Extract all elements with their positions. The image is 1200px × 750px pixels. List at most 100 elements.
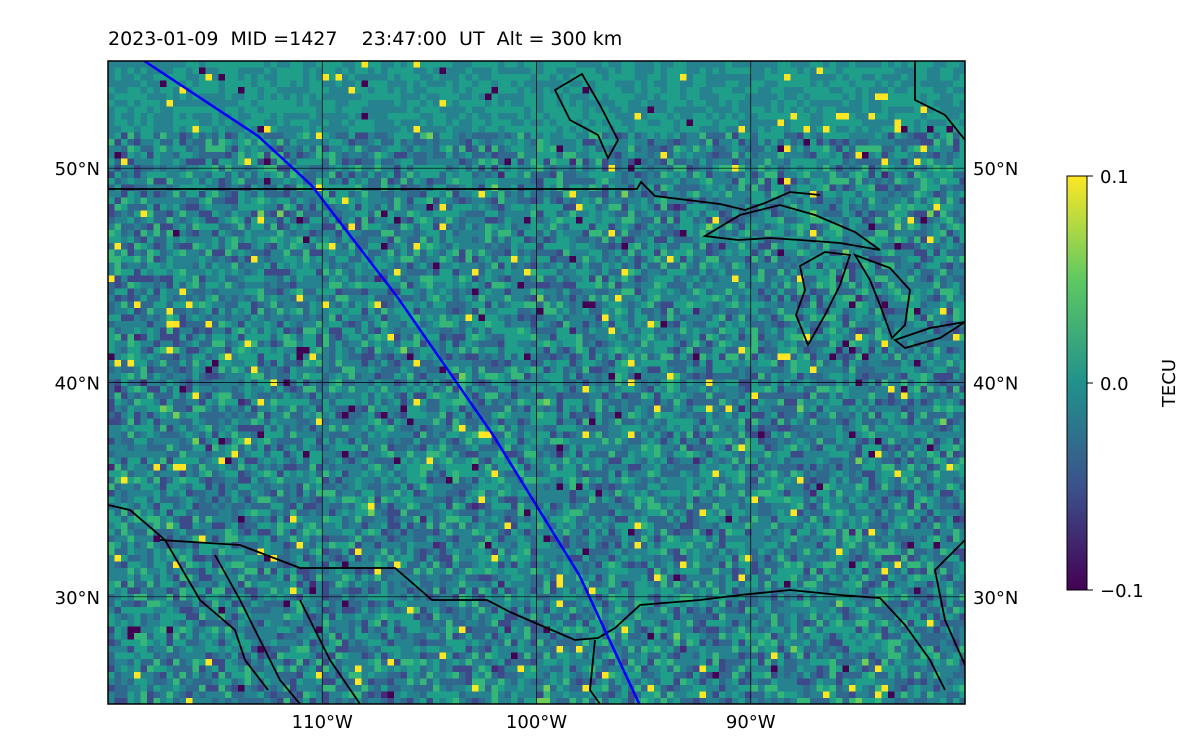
tec-cell <box>849 191 857 199</box>
tec-cell <box>797 223 805 231</box>
tec-cell <box>290 269 298 277</box>
tec-cell <box>257 210 265 218</box>
tec-cell <box>296 210 304 218</box>
tec-cell <box>589 93 597 101</box>
tec-cell <box>361 256 369 264</box>
tec-cell <box>238 223 246 231</box>
tec-cell <box>868 126 876 134</box>
tec-cell <box>615 282 623 290</box>
tec-cell <box>680 171 688 179</box>
plot-title: 2023-01-09 MID =1427 23:47:00 UT Alt = 3… <box>108 28 622 50</box>
tec-cell <box>511 197 519 205</box>
tec-cell <box>517 145 525 153</box>
tec-cell <box>719 126 727 134</box>
tec-cell <box>719 132 727 140</box>
tec-cell <box>725 87 733 95</box>
tec-cell <box>823 223 831 231</box>
tec-cell <box>589 295 597 303</box>
tec-cell <box>595 275 603 283</box>
tec-cell <box>615 158 623 166</box>
tec-cell <box>186 126 194 134</box>
tec-cell <box>602 236 610 244</box>
tec-cell <box>153 275 161 283</box>
tec-cell <box>205 217 213 225</box>
tec-cell <box>953 275 961 283</box>
tec-cell <box>459 165 467 173</box>
tec-cell <box>329 106 337 114</box>
tec-cell <box>420 67 428 75</box>
tec-cell <box>855 93 863 101</box>
tec-cell <box>121 243 129 251</box>
tec-cell <box>907 178 915 186</box>
tec-cell <box>868 178 876 186</box>
tec-cell <box>504 139 512 147</box>
tec-cell <box>777 87 785 95</box>
tec-cell <box>589 249 597 257</box>
tec-cell <box>231 262 239 270</box>
tec-cell <box>959 249 965 257</box>
tec-cell <box>777 74 785 82</box>
tec-cell <box>771 178 779 186</box>
tec-cell <box>290 67 298 75</box>
tec-cell <box>647 126 655 134</box>
tec-cell <box>751 74 759 82</box>
tec-cell <box>901 87 909 95</box>
tec-cell <box>218 256 226 264</box>
tec-cell <box>407 191 415 199</box>
tec-cell <box>374 93 382 101</box>
tec-cell <box>706 132 714 140</box>
tec-cell <box>745 243 753 251</box>
tec-cell <box>875 184 883 192</box>
tec-cell <box>660 165 668 173</box>
tec-cell <box>368 87 376 95</box>
tec-cell <box>322 197 330 205</box>
tec-cell <box>270 61 278 69</box>
tec-cell <box>504 87 512 95</box>
tec-cell <box>920 126 928 134</box>
tec-cell <box>218 145 226 153</box>
tec-cell <box>108 100 116 108</box>
tec-cell <box>842 152 850 160</box>
tec-cell <box>355 152 363 160</box>
tec-cell <box>244 288 252 296</box>
tec-cell <box>322 210 330 218</box>
tec-cell <box>940 165 948 173</box>
tec-cell <box>270 217 278 225</box>
tec-cell <box>953 288 961 296</box>
tec-cell <box>842 171 850 179</box>
tec-cell <box>504 282 512 290</box>
tec-cell <box>920 288 928 296</box>
tec-cell <box>283 256 291 264</box>
tec-cell <box>556 178 564 186</box>
tec-cell <box>218 106 226 114</box>
tec-cell <box>504 288 512 296</box>
tec-cell <box>927 80 935 88</box>
tec-cell <box>205 223 213 231</box>
tec-cell <box>446 249 454 257</box>
tec-cell <box>160 301 168 309</box>
tec-cell <box>368 67 376 75</box>
tec-cell <box>426 93 434 101</box>
tec-cell <box>764 269 772 277</box>
tec-cell <box>465 301 473 309</box>
tec-cell <box>322 145 330 153</box>
tec-cell <box>511 217 519 225</box>
tec-cell <box>693 230 701 238</box>
tec-cell <box>465 93 473 101</box>
tec-cell <box>888 165 896 173</box>
tec-cell <box>595 67 603 75</box>
tec-cell <box>511 191 519 199</box>
tec-cell <box>290 256 298 264</box>
tec-cell <box>608 236 616 244</box>
tec-cell <box>803 106 811 114</box>
tec-cell <box>881 243 889 251</box>
tec-cell <box>810 295 818 303</box>
tec-cell <box>485 165 493 173</box>
tec-cell <box>205 301 213 309</box>
tec-cell <box>725 210 733 218</box>
tec-cell <box>400 191 408 199</box>
tec-cell <box>888 119 896 127</box>
tec-cell <box>959 158 965 166</box>
tec-cell <box>537 113 545 121</box>
tec-cell <box>199 269 207 277</box>
